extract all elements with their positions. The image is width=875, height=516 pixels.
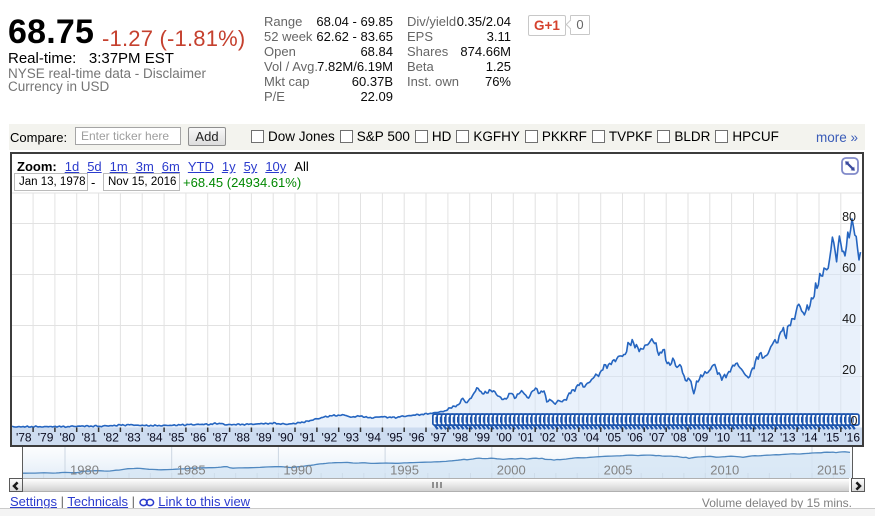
svg-text:'10: '10 xyxy=(714,431,730,445)
svg-text:0: 0 xyxy=(851,414,858,428)
svg-text:'98: '98 xyxy=(453,431,469,445)
svg-text:'89: '89 xyxy=(256,431,272,445)
svg-text:'84: '84 xyxy=(147,431,163,445)
svg-text:'16: '16 xyxy=(844,431,860,445)
svg-text:80: 80 xyxy=(842,210,856,224)
svg-text:2005: 2005 xyxy=(604,463,633,478)
svg-text:40: 40 xyxy=(842,312,856,326)
svg-text:'88: '88 xyxy=(234,431,250,445)
svg-text:'83: '83 xyxy=(125,431,141,445)
svg-text:'82: '82 xyxy=(103,431,119,445)
svg-text:1995: 1995 xyxy=(390,463,419,478)
svg-text:'79: '79 xyxy=(38,431,54,445)
svg-text:2000: 2000 xyxy=(497,463,526,478)
svg-text:'90: '90 xyxy=(278,431,294,445)
svg-text:'09: '09 xyxy=(693,431,709,445)
svg-text:'03: '03 xyxy=(562,431,578,445)
svg-text:60: 60 xyxy=(842,261,856,275)
svg-text:'14: '14 xyxy=(802,431,818,445)
svg-text:2015: 2015 xyxy=(817,463,846,478)
svg-text:'96: '96 xyxy=(409,431,425,445)
svg-text:'00: '00 xyxy=(496,431,512,445)
svg-text:'07: '07 xyxy=(649,431,665,445)
svg-text:'15: '15 xyxy=(824,431,840,445)
svg-text:'05: '05 xyxy=(605,431,621,445)
svg-text:'08: '08 xyxy=(671,431,687,445)
svg-text:'06: '06 xyxy=(627,431,643,445)
svg-text:'80: '80 xyxy=(60,431,76,445)
svg-text:20: 20 xyxy=(842,363,856,377)
svg-text:'81: '81 xyxy=(81,431,97,445)
svg-text:'04: '04 xyxy=(584,431,600,445)
svg-text:'87: '87 xyxy=(212,431,228,445)
svg-text:'95: '95 xyxy=(387,431,403,445)
svg-text:'12: '12 xyxy=(758,431,774,445)
svg-text:1980: 1980 xyxy=(70,463,99,478)
svg-text:'78: '78 xyxy=(16,431,32,445)
svg-text:'11: '11 xyxy=(737,431,752,445)
svg-text:'99: '99 xyxy=(474,431,490,445)
svg-text:'97: '97 xyxy=(431,431,447,445)
svg-text:'91: '91 xyxy=(300,431,316,445)
svg-text:'01: '01 xyxy=(518,431,534,445)
svg-text:1985: 1985 xyxy=(177,463,206,478)
svg-text:'93: '93 xyxy=(343,431,359,445)
svg-text:'92: '92 xyxy=(322,431,338,445)
svg-text:2010: 2010 xyxy=(710,463,739,478)
svg-text:'94: '94 xyxy=(365,431,381,445)
svg-text:1990: 1990 xyxy=(283,463,312,478)
svg-text:'13: '13 xyxy=(780,431,796,445)
svg-text:'86: '86 xyxy=(191,431,207,445)
svg-text:'02: '02 xyxy=(540,431,556,445)
svg-text:'85: '85 xyxy=(169,431,185,445)
